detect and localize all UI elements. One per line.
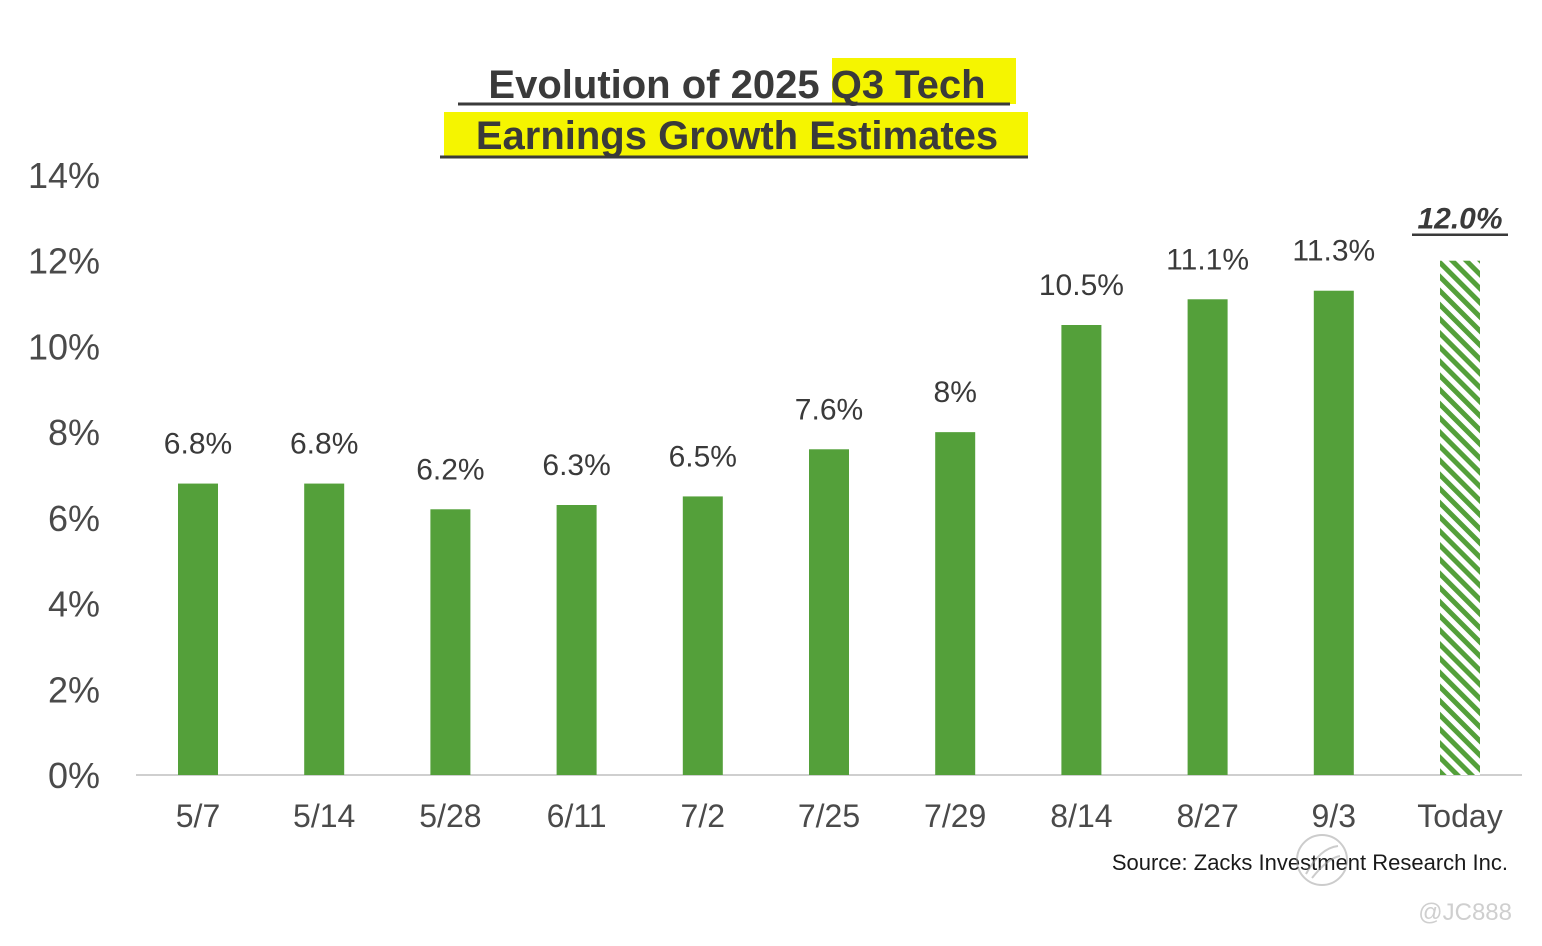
data-label: 6.5%: [669, 440, 737, 473]
bar: [430, 509, 471, 775]
x-tick-label: 7/25: [798, 798, 860, 834]
bar: [682, 496, 723, 775]
y-tick-label: 10%: [28, 326, 100, 367]
snowball-logo-icon: [1296, 834, 1348, 886]
data-label: 11.1%: [1166, 243, 1249, 276]
data-label: 6.8%: [164, 428, 232, 461]
bar: [1061, 325, 1102, 775]
data-labels: 6.8% 6.8% 6.2% 6.3% 6.5% 7.6% 8% 10.5% 11.1% 11.3…: [164, 203, 1508, 486]
data-label: 6.8%: [290, 428, 358, 461]
source-note: Source: Zacks Investment Research Inc.: [1112, 850, 1508, 875]
watermark-handle: @JC888: [1418, 899, 1512, 926]
bar: [1313, 290, 1354, 775]
bar: [178, 483, 218, 775]
bar: [935, 432, 976, 775]
x-axis-ticks: 5/7 5/14 5/28 6/11 7/2 7/25 7/29 8/14 8/27 9/3 Tod…: [176, 798, 1503, 834]
y-tick-label: 4%: [48, 584, 100, 625]
y-tick-label: 14%: [28, 155, 100, 196]
data-label: 10.5%: [1039, 269, 1124, 302]
x-tick-label: 9/3: [1312, 798, 1356, 834]
bar-today: [1440, 260, 1480, 775]
y-tick-label: 2%: [48, 669, 100, 710]
bar: [1187, 299, 1228, 775]
title-line2: Earnings Growth Estimates: [476, 114, 998, 158]
y-axis-ticks: 0% 2% 4% 6% 8% 10% 12% 14%: [28, 155, 100, 796]
x-tick-label: Today: [1417, 798, 1502, 834]
x-tick-label: 7/2: [681, 798, 725, 834]
y-tick-label: 6%: [48, 498, 100, 539]
y-tick-label: 12%: [28, 241, 100, 282]
bar: [304, 483, 345, 775]
data-label-today: 12.0%: [1417, 203, 1502, 236]
data-label: 8%: [934, 376, 977, 409]
x-tick-label: 5/14: [293, 798, 355, 834]
x-tick-label: 8/27: [1176, 798, 1238, 834]
bar-series: [178, 260, 1480, 775]
y-tick-label: 0%: [48, 755, 100, 796]
title-line1: Evolution of 2025 Q3 Tech: [488, 63, 985, 107]
data-label: 11.3%: [1292, 235, 1375, 268]
data-label: 6.2%: [416, 453, 484, 486]
bar: [556, 505, 597, 775]
data-label: 7.6%: [795, 393, 863, 426]
x-tick-label: 8/14: [1050, 798, 1112, 834]
title-highlight-line2: [444, 112, 1028, 158]
chart-title: Evolution of 2025 Q3 Tech Earnings Growt…: [440, 58, 1028, 159]
x-tick-label: 5/7: [176, 798, 220, 834]
x-tick-label: 6/11: [547, 798, 607, 834]
x-tick-label: 5/28: [419, 798, 481, 834]
x-tick-label: 7/29: [924, 798, 986, 834]
title-highlight-line1: [832, 58, 1016, 104]
y-tick-label: 8%: [48, 412, 100, 453]
data-label: 6.3%: [542, 449, 610, 482]
bar: [809, 449, 849, 775]
